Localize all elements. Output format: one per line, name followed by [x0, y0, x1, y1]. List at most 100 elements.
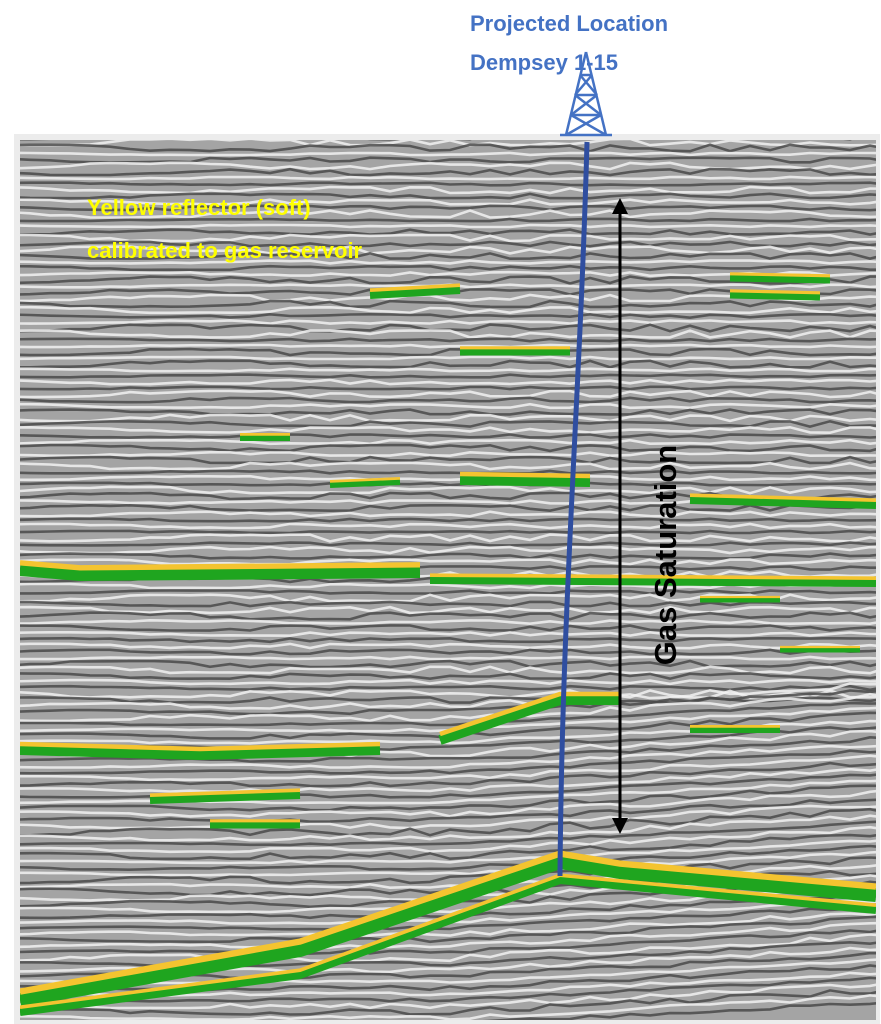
- seismic-trace: [20, 678, 876, 686]
- seismic-trace: [20, 245, 876, 255]
- well-label: Dempsey 1-15: [470, 50, 618, 75]
- seismic-trace: [20, 593, 876, 603]
- seismic-trace: [20, 259, 876, 265]
- seismic-trace: [20, 789, 876, 818]
- seismic-trace: [20, 665, 876, 675]
- well-path: [557, 141, 590, 877]
- seismic-trace: [20, 529, 876, 535]
- seismic-trace: [482, 1001, 876, 1020]
- seismic-trace: [20, 912, 876, 937]
- seismic-trace: [20, 814, 876, 842]
- seismic-trace: [10, 127, 881, 134]
- seismic-trace: [20, 976, 876, 1003]
- seismic-trace: [20, 299, 876, 309]
- seismic-trace: [20, 167, 876, 177]
- seismic-trace: [20, 264, 876, 272]
- seismic-trace: [20, 373, 876, 379]
- seismic-trace: [20, 684, 876, 692]
- seismic-trace: [20, 474, 876, 482]
- seismic-trace: [20, 347, 876, 357]
- reflector-yellow: [149, 788, 301, 797]
- seismic-trace: [20, 798, 876, 824]
- seismic-trace: [20, 784, 876, 812]
- seismic-trace: [20, 175, 876, 181]
- seismic-trace: [20, 589, 876, 595]
- seismic-trace: [20, 443, 876, 453]
- reflector-green: [20, 876, 876, 1016]
- seismic-trace: [20, 611, 876, 621]
- seismic-trace: [20, 319, 876, 325]
- seismic-trace: [20, 833, 876, 861]
- seismic-trace: [20, 337, 876, 343]
- seismic-trace: [20, 413, 876, 423]
- seismic-trace: [20, 545, 876, 555]
- gas-arrow: [612, 198, 628, 834]
- seismic-trace: [20, 510, 876, 518]
- seismic-trace: [20, 275, 876, 285]
- seismic-trace: [20, 355, 876, 361]
- seismic-trace: [20, 672, 876, 681]
- seismic-trace: [20, 252, 876, 261]
- seismic-trace: [20, 517, 876, 523]
- seismic-trace: [20, 989, 876, 1016]
- seismic-trace: [20, 378, 876, 386]
- seismic-trace: [20, 983, 876, 1010]
- reflector-yellow: [459, 471, 591, 479]
- seismic-trace: [20, 605, 876, 615]
- seismic-trace: [20, 921, 876, 950]
- seismic-trace: [20, 915, 876, 944]
- seismic-trace: [20, 209, 876, 219]
- seismic-trace: [20, 825, 876, 854]
- seismic-trace: [20, 929, 876, 955]
- reflector-green: [729, 291, 821, 301]
- reflector-green: [20, 564, 421, 581]
- seismic-trace: [20, 958, 876, 985]
- reflector-yellow: [729, 289, 821, 295]
- seismic-trace: [20, 329, 876, 339]
- reflector-yellow: [439, 691, 620, 737]
- seismic-trace: [20, 600, 876, 608]
- seismic-trace: [20, 181, 876, 187]
- seismic-trace: [20, 636, 876, 644]
- seismic-trace: [20, 522, 876, 530]
- reflector-green: [369, 286, 461, 299]
- reflector-yellow: [20, 560, 421, 571]
- seismic-trace: [20, 408, 876, 416]
- seismic-trace: [20, 485, 876, 495]
- reflector-green: [20, 745, 381, 760]
- reflector-yellow: [689, 493, 876, 502]
- seismic-trace: [20, 161, 876, 171]
- seismic-trace: [20, 367, 876, 373]
- seismic-trace: [20, 618, 876, 626]
- seismic-trace: [20, 533, 876, 543]
- seismic-trace: [20, 425, 876, 435]
- seismic-trace: [20, 233, 876, 243]
- seismic-trace: [20, 198, 876, 206]
- seismic-trace: [20, 856, 876, 885]
- seismic-trace: [20, 223, 876, 229]
- seismic-trace: [20, 844, 876, 872]
- reflector-yellow: [369, 283, 461, 292]
- seismic-trace: [20, 156, 876, 164]
- seismic-trace: [20, 185, 876, 195]
- seismic-trace: [20, 744, 876, 769]
- seismic-trace: [20, 433, 876, 439]
- seismic-trace: [20, 240, 876, 248]
- reflector-green: [689, 496, 876, 509]
- seismic-trace: [20, 143, 876, 153]
- seismic-trace: [20, 192, 876, 200]
- reflector-green: [459, 475, 591, 487]
- seismic-trace: [20, 993, 876, 1020]
- seismic-trace: [20, 481, 876, 487]
- seismic-trace: [20, 933, 876, 963]
- well-label: Projected Location: [470, 11, 668, 36]
- seismic-trace: [20, 450, 876, 458]
- seismic-trace: [20, 140, 876, 147]
- reflector-yellow: [20, 741, 381, 752]
- seismic-trace: [20, 455, 876, 465]
- seismic-trace: [20, 689, 876, 716]
- derrick-icon: [560, 51, 612, 137]
- seismic-trace: [20, 630, 876, 638]
- reflector-yellow: [20, 873, 876, 1009]
- seismic-trace: [20, 359, 876, 369]
